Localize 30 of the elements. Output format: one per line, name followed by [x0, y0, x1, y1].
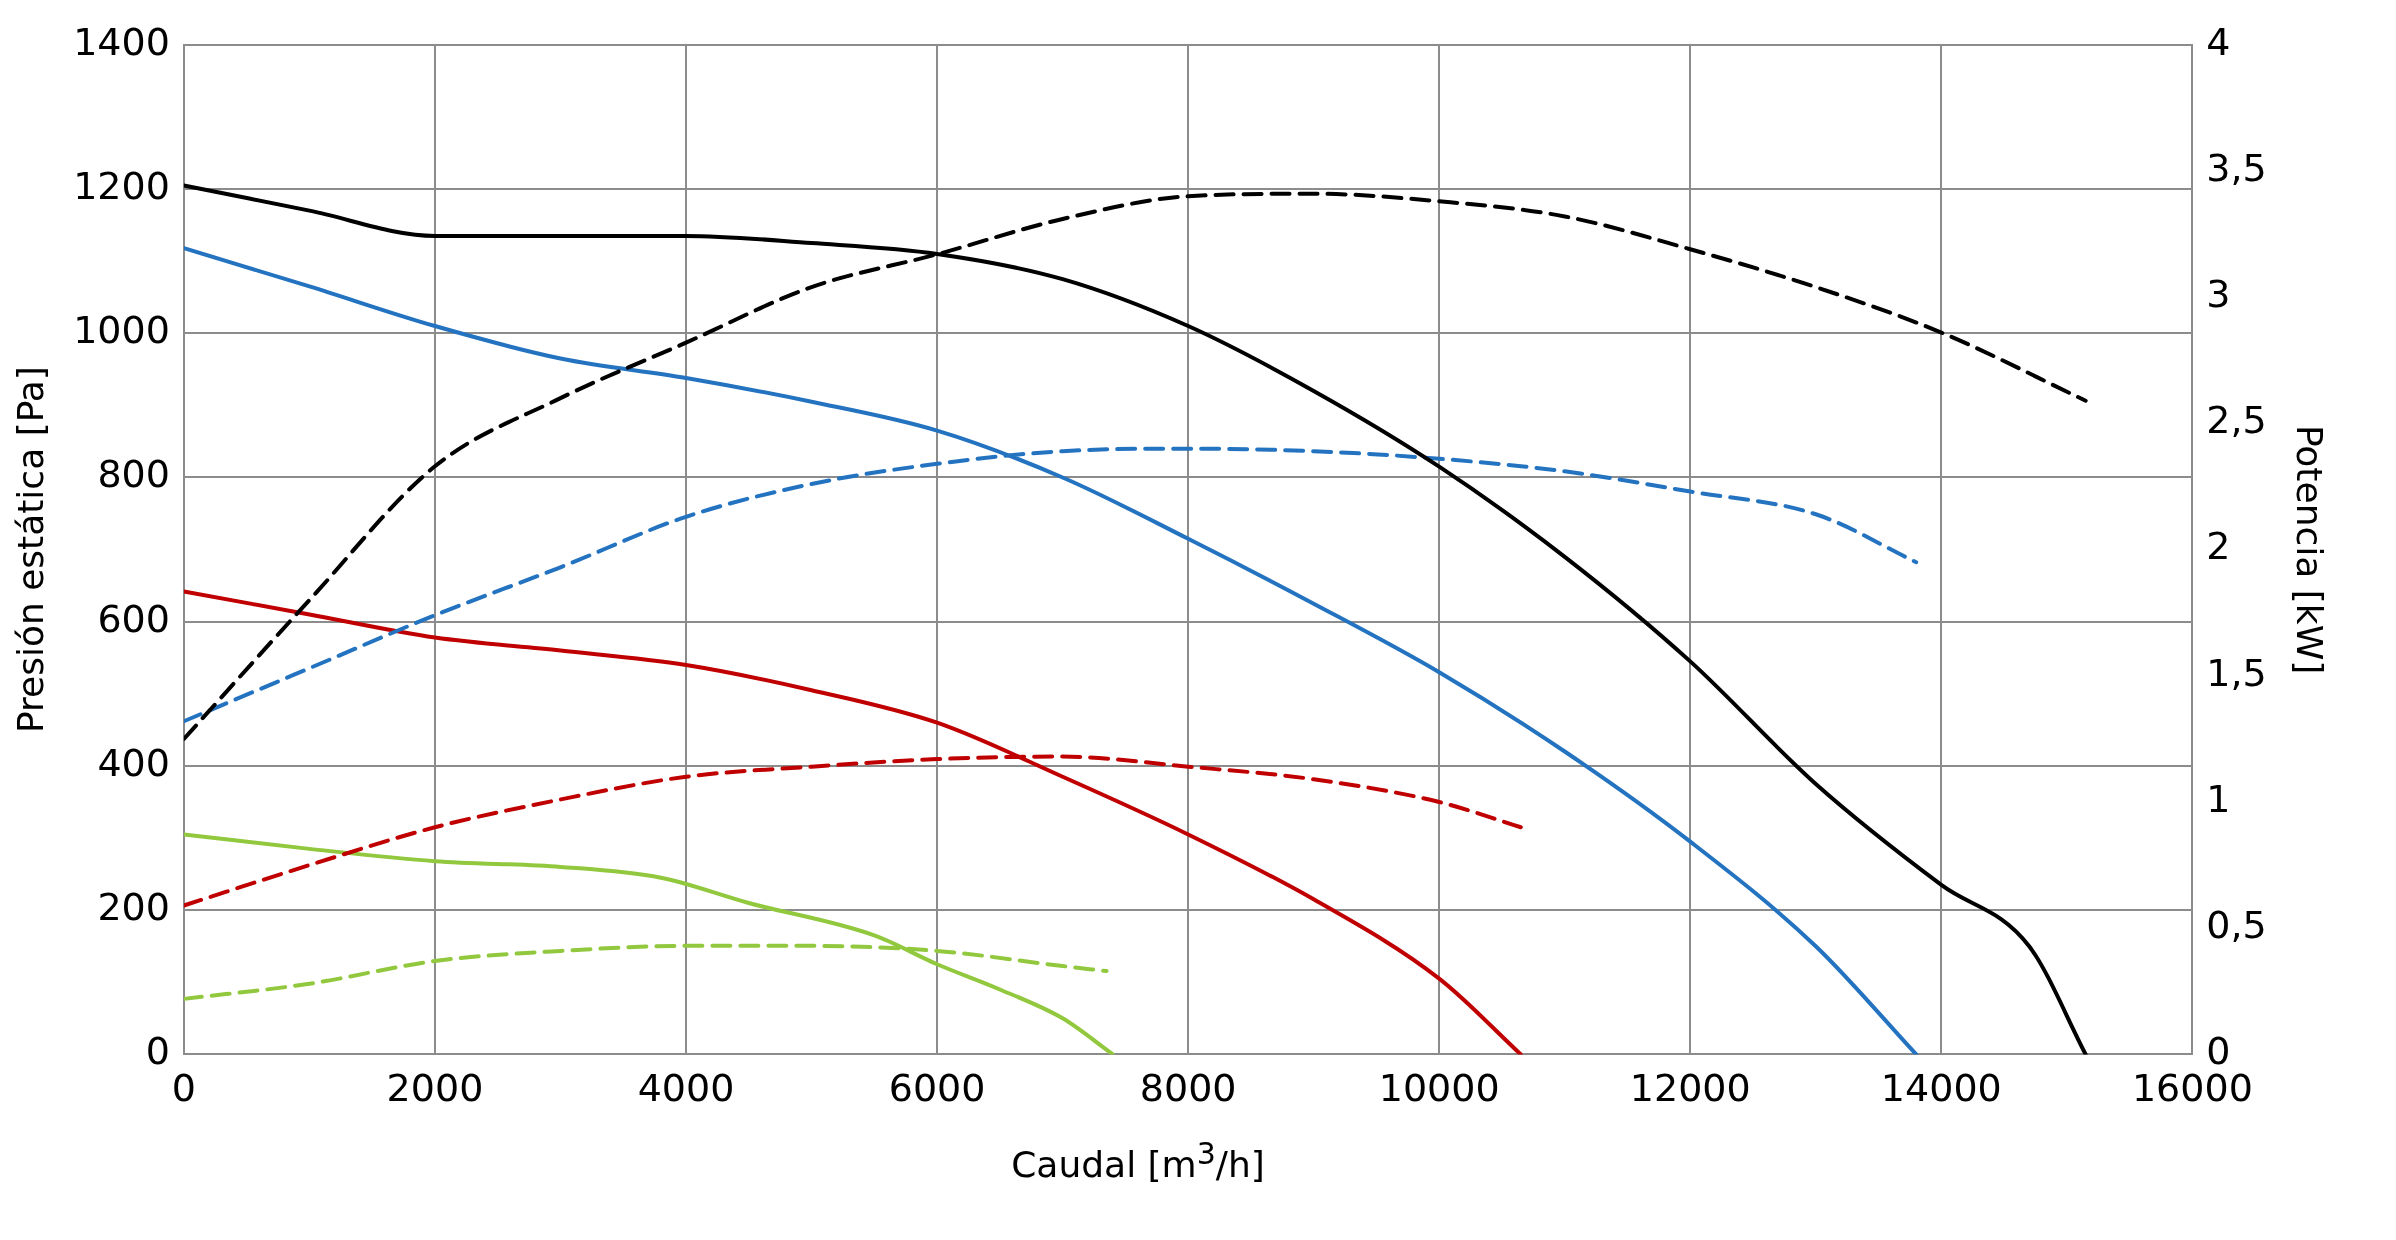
y-tick-label: 800	[97, 452, 170, 497]
y-tick-label: 400	[97, 740, 170, 785]
y-tick-label: 1200	[73, 163, 170, 208]
y2-tick-label: 2	[2206, 524, 2231, 569]
y-tick-label: 200	[97, 885, 170, 930]
y2-tick-label: 3	[2206, 272, 2231, 317]
x-tick-label: 14000	[1880, 1066, 2002, 1111]
y-tick-label: 1000	[73, 308, 170, 353]
x-tick-label: 8000	[1139, 1066, 1237, 1111]
y2-tick-label: 1,5	[2206, 650, 2267, 695]
y2-tick-label: 0,5	[2206, 903, 2267, 948]
y2-axis-title: Potencia [kW]	[2289, 424, 2331, 675]
x-tick-label: 2000	[386, 1066, 484, 1111]
line-series	[183, 183, 2088, 1055]
y-axis-title: Presión estática [Pa]	[9, 366, 51, 734]
x-tick-label: 10000	[1378, 1066, 1500, 1111]
x-tick-label: 6000	[888, 1066, 986, 1111]
y2-tick-label: 3,5	[2206, 145, 2267, 190]
x-tick-label: 12000	[1629, 1066, 1751, 1111]
line-series	[183, 589, 1523, 1055]
y2-tick-label: 1	[2206, 776, 2231, 821]
y2-tick-label: 4	[2206, 19, 2231, 64]
y-tick-label: 1400	[73, 19, 170, 64]
line-series	[183, 832, 1115, 1055]
y2-tick-label: 2,5	[2206, 398, 2267, 443]
x-axis-title: Caudal [m$^{3}$/h]	[1010, 1136, 1266, 1185]
y-tick-label: 0	[145, 1029, 170, 1074]
line-series	[183, 246, 1919, 1055]
y-tick-label: 600	[97, 596, 170, 641]
x-tick-label: 4000	[637, 1066, 735, 1111]
